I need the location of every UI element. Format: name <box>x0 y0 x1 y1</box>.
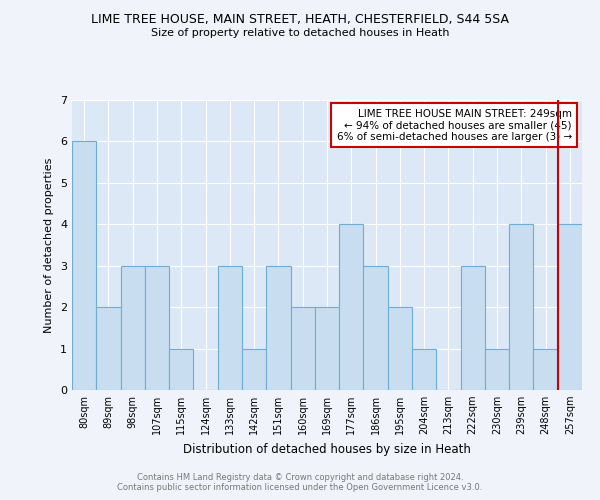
Bar <box>169 348 193 390</box>
Text: LIME TREE HOUSE MAIN STREET: 249sqm
← 94% of detached houses are smaller (45)
6%: LIME TREE HOUSE MAIN STREET: 249sqm ← 94… <box>337 108 572 142</box>
Bar <box>145 266 169 390</box>
Bar <box>96 307 121 390</box>
Bar <box>242 348 266 390</box>
Bar <box>121 266 145 390</box>
Bar <box>412 348 436 390</box>
Bar <box>290 307 315 390</box>
Bar <box>461 266 485 390</box>
Y-axis label: Number of detached properties: Number of detached properties <box>44 158 55 332</box>
Bar <box>315 307 339 390</box>
X-axis label: Distribution of detached houses by size in Heath: Distribution of detached houses by size … <box>183 442 471 456</box>
Bar <box>266 266 290 390</box>
Text: Contains HM Land Registry data © Crown copyright and database right 2024.
Contai: Contains HM Land Registry data © Crown c… <box>118 473 482 492</box>
Bar <box>509 224 533 390</box>
Bar <box>218 266 242 390</box>
Bar <box>388 307 412 390</box>
Bar <box>364 266 388 390</box>
Bar <box>72 142 96 390</box>
Text: LIME TREE HOUSE, MAIN STREET, HEATH, CHESTERFIELD, S44 5SA: LIME TREE HOUSE, MAIN STREET, HEATH, CHE… <box>91 12 509 26</box>
Bar <box>533 348 558 390</box>
Bar <box>485 348 509 390</box>
Text: Size of property relative to detached houses in Heath: Size of property relative to detached ho… <box>151 28 449 38</box>
Bar <box>558 224 582 390</box>
Bar <box>339 224 364 390</box>
